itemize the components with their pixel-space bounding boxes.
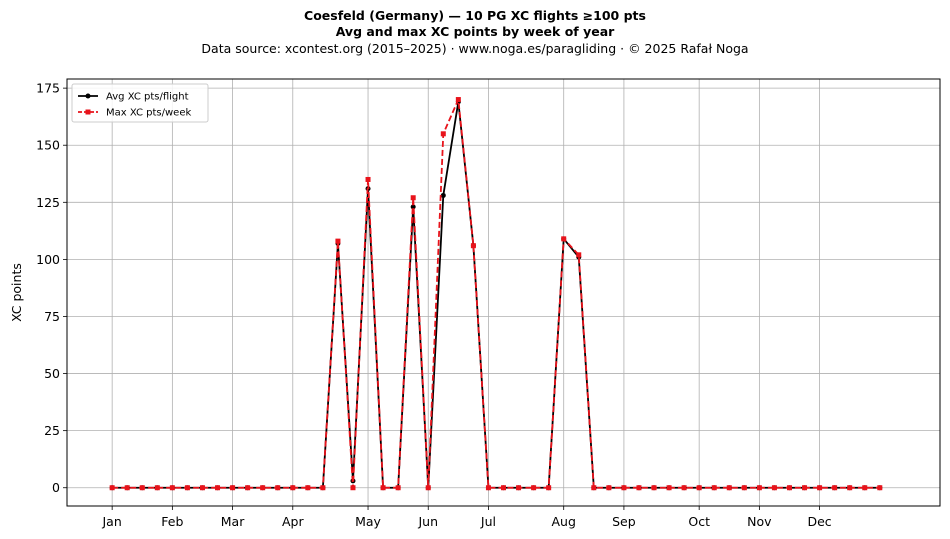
data-point bbox=[711, 485, 717, 491]
legend: Avg XC pts/flight Max XC pts/week bbox=[71, 83, 209, 123]
x-tick-label: Jun bbox=[417, 514, 438, 529]
data-point bbox=[485, 485, 491, 491]
data-point bbox=[817, 485, 823, 491]
x-tick-label: Oct bbox=[688, 514, 710, 529]
y-tick-label: 0 bbox=[52, 480, 60, 495]
y-tick-label: 100 bbox=[36, 252, 60, 267]
data-point bbox=[470, 243, 476, 249]
y-tick-label: 125 bbox=[36, 195, 60, 210]
y-tick-label: 175 bbox=[36, 81, 60, 96]
data-point bbox=[395, 485, 401, 491]
chart-titles: Coesfeld (Germany) — 10 PG XC flights ≥1… bbox=[0, 8, 950, 57]
data-point bbox=[365, 176, 371, 182]
data-point bbox=[681, 485, 687, 491]
plot-frame bbox=[66, 78, 941, 507]
data-point bbox=[245, 485, 251, 491]
data-point bbox=[531, 485, 537, 491]
data-point bbox=[771, 485, 777, 491]
series-line bbox=[112, 100, 880, 489]
series-avg bbox=[109, 99, 883, 491]
data-point bbox=[696, 485, 702, 491]
x-tick-label: Jan bbox=[102, 514, 122, 529]
data-point bbox=[290, 485, 296, 491]
data-point bbox=[546, 485, 552, 491]
data-point bbox=[877, 485, 883, 491]
data-point bbox=[124, 485, 130, 491]
data-point bbox=[802, 485, 808, 491]
data-point bbox=[215, 485, 221, 491]
data-point bbox=[847, 485, 853, 491]
data-point bbox=[380, 485, 386, 491]
data-point bbox=[561, 236, 567, 242]
data-point bbox=[636, 485, 642, 491]
series-line bbox=[112, 98, 880, 489]
data-point bbox=[591, 485, 597, 491]
data-point bbox=[621, 485, 627, 491]
y-tick-label: 25 bbox=[44, 423, 60, 438]
data-point bbox=[425, 485, 431, 491]
data-point bbox=[335, 238, 341, 244]
x-tick-label: May bbox=[355, 514, 381, 529]
data-point bbox=[109, 485, 115, 491]
data-point bbox=[320, 485, 326, 491]
data-point bbox=[199, 485, 205, 491]
data-point bbox=[410, 195, 416, 201]
series-max bbox=[109, 97, 883, 491]
data-point bbox=[260, 485, 266, 491]
data-point bbox=[651, 485, 657, 491]
x-tick-label: Apr bbox=[282, 514, 304, 529]
data-point bbox=[606, 485, 612, 491]
x-tick-label: Sep bbox=[612, 514, 636, 529]
legend-label: Max XC pts/week bbox=[106, 108, 191, 119]
data-point bbox=[410, 204, 416, 210]
data-point bbox=[184, 485, 190, 491]
grid-lines bbox=[67, 79, 940, 506]
data-point bbox=[832, 485, 838, 491]
x-tick-label: Mar bbox=[221, 514, 245, 529]
y-tick-label: 50 bbox=[44, 366, 60, 381]
data-point bbox=[666, 485, 672, 491]
axis-ticks: 0 25 50 75 100 125 150 175 Jan Feb Mar Apr May Jun Jul… bbox=[36, 81, 832, 529]
data-point bbox=[230, 485, 236, 491]
legend-marker bbox=[85, 93, 91, 99]
data-point bbox=[862, 485, 868, 491]
data-point bbox=[154, 485, 160, 491]
data-point bbox=[305, 485, 311, 491]
y-axis-label: XC points bbox=[9, 263, 24, 322]
chart-source: Data source: xcontest.org (2015–2025) · … bbox=[201, 41, 749, 56]
data-point bbox=[275, 485, 281, 491]
x-tick-label: Aug bbox=[551, 514, 575, 529]
x-tick-label: Feb bbox=[161, 514, 183, 529]
legend-label: Avg XC pts/flight bbox=[106, 92, 189, 103]
x-tick-label: Nov bbox=[747, 514, 772, 529]
data-point bbox=[501, 485, 506, 491]
data-point bbox=[455, 97, 461, 103]
data-point bbox=[741, 485, 747, 491]
chart-title: Coesfeld (Germany) — 10 PG XC flights ≥1… bbox=[304, 8, 646, 23]
data-point bbox=[786, 485, 792, 491]
x-tick-label: Dec bbox=[807, 514, 831, 529]
series-layer bbox=[109, 97, 883, 491]
data-point bbox=[440, 131, 446, 137]
legend-marker bbox=[85, 109, 91, 115]
data-point bbox=[756, 485, 762, 491]
chart-subtitle: Avg and max XC points by week of year bbox=[335, 24, 615, 39]
data-point bbox=[169, 485, 175, 491]
y-tick-label: 150 bbox=[36, 138, 60, 153]
data-point bbox=[350, 485, 356, 491]
data-point bbox=[576, 252, 582, 258]
data-point bbox=[726, 485, 732, 491]
x-tick-label: Jul bbox=[480, 514, 496, 529]
data-point bbox=[139, 485, 145, 491]
y-tick-label: 75 bbox=[44, 309, 60, 324]
legend-box bbox=[71, 83, 209, 123]
data-point bbox=[516, 485, 522, 491]
data-point bbox=[440, 192, 446, 198]
